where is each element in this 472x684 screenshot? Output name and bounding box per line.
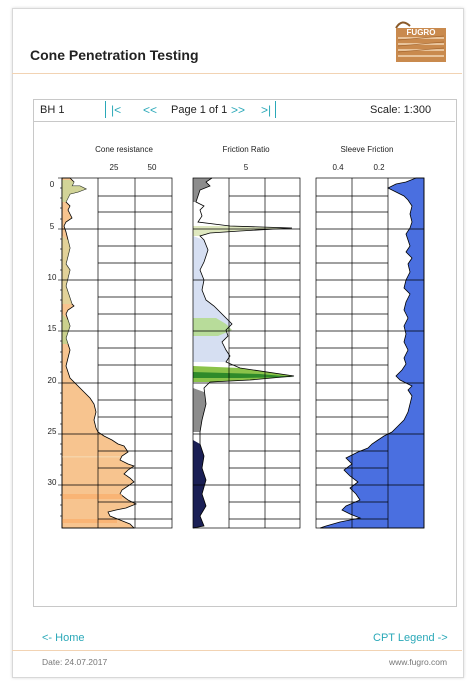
cone-grid	[61, 177, 173, 529]
svg-text:FUGRO: FUGRO	[407, 28, 436, 37]
cone-tick-label: 25	[110, 163, 119, 172]
toolbar-separator	[105, 101, 106, 118]
toolbar-separator	[275, 101, 276, 118]
last-page-button[interactable]: >|	[261, 103, 272, 117]
page-title: Cone Penetration Testing	[30, 47, 199, 63]
friction-fill-dark	[193, 440, 206, 528]
friction-fill-green	[193, 372, 294, 378]
home-link[interactable]: <- Home	[42, 632, 85, 644]
cone-resistance-plot	[58, 177, 173, 529]
friction-fill-grey	[193, 388, 206, 432]
borehole-label: BH 1	[40, 104, 65, 116]
friction-fill-top	[193, 178, 212, 202]
sleeve-friction-plot	[315, 177, 425, 529]
cone-plot-title: Cone resistance	[95, 145, 153, 154]
sleeve-grid	[315, 177, 425, 529]
report-date: Date: 24.07.2017	[42, 657, 108, 667]
friction-tick-label: 5	[244, 163, 249, 172]
page-indicator: Page 1 of 1	[171, 104, 228, 116]
depth-label: 20	[48, 376, 57, 385]
friction-fill-green	[193, 226, 292, 236]
depth-label: 0	[50, 180, 55, 189]
cone-band	[62, 494, 122, 499]
depth-label: 30	[48, 478, 57, 487]
pager-toolbar: BH 1 |< << Page 1 of 1 >> >| Scale: 1:30…	[33, 99, 455, 122]
title-divider	[12, 73, 462, 74]
first-page-button[interactable]: |<	[111, 103, 122, 117]
friction-fill-light	[193, 236, 232, 362]
next-page-button[interactable]: >>	[231, 103, 246, 117]
friction-fill-green	[193, 318, 232, 336]
depth-label: 5	[50, 222, 55, 231]
cone-band	[62, 456, 120, 458]
website-link[interactable]: www.fugro.com	[389, 657, 448, 667]
cone-green-zone	[62, 314, 70, 344]
cone-band	[62, 519, 117, 523]
friction-ratio-line	[192, 177, 295, 529]
friction-ratio-plot	[192, 177, 301, 529]
depth-label: 10	[48, 273, 57, 282]
sleeve-tick-label: 0.2	[373, 163, 385, 172]
prev-page-button[interactable]: <<	[143, 103, 158, 117]
depth-label: 15	[48, 324, 57, 333]
cone-green-zone	[62, 236, 72, 304]
sleeve-tick-label: 0.4	[332, 163, 344, 172]
cone-resistance-fill	[61, 177, 137, 529]
depth-ticks	[58, 177, 62, 517]
sleeve-friction-fill	[319, 177, 425, 529]
sleeve-plot-title: Sleeve Friction	[341, 145, 394, 154]
depth-label: 25	[48, 427, 57, 436]
friction-plot-title: Friction Ratio	[222, 145, 270, 154]
cone-green-zone	[62, 180, 86, 202]
scale-label: Scale: 1:300	[370, 104, 432, 116]
cone-tick-label: 50	[148, 163, 157, 172]
cpt-legend-link[interactable]: CPT Legend ->	[373, 632, 448, 644]
fugro-logo: FUGRO	[395, 21, 446, 62]
footer-divider	[12, 650, 462, 651]
friction-grid	[192, 177, 301, 529]
